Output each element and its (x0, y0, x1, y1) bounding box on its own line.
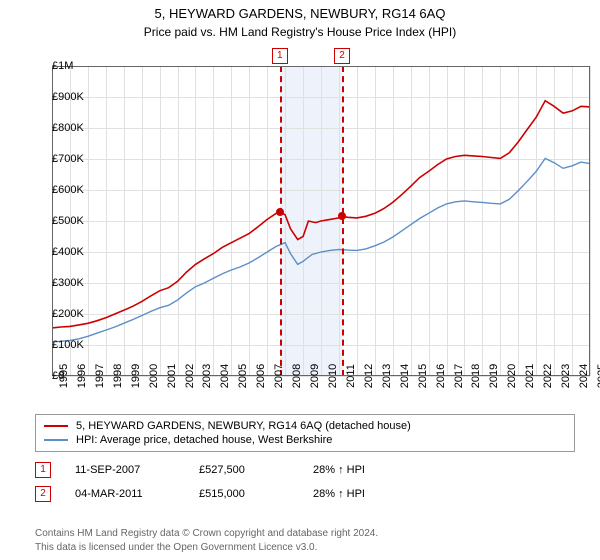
x-tick-label: 2013 (375, 364, 393, 388)
sale-marker-badge: 2 (334, 48, 350, 64)
x-tick-label: 1995 (52, 364, 70, 388)
legend-swatch (44, 439, 68, 441)
x-tick-label: 2010 (321, 364, 339, 388)
x-tick-label: 2005 (231, 364, 249, 388)
x-tick-label: 2020 (500, 364, 518, 388)
x-tick-label: 1999 (124, 364, 142, 388)
legend-label: HPI: Average price, detached house, West… (76, 434, 332, 446)
x-tick-label: 2001 (160, 364, 178, 388)
y-tick-label: £400K (52, 246, 56, 258)
y-tick-label: £200K (52, 308, 56, 320)
x-tick-label: 2012 (357, 364, 375, 388)
sale-row-badge: 2 (35, 486, 51, 502)
x-tick-label: 2019 (482, 364, 500, 388)
plot-area: 12 (52, 66, 590, 376)
chart-title: 5, HEYWARD GARDENS, NEWBURY, RG14 6AQ (0, 0, 600, 21)
sale-marker-dot (338, 212, 346, 220)
footer-line-2: This data is licensed under the Open Gov… (35, 541, 575, 555)
x-tick-label: 2021 (518, 364, 536, 388)
y-tick-label: £800K (52, 122, 56, 134)
sale-row: 2 04-MAR-2011 £515,000 28% ↑ HPI (35, 482, 575, 506)
x-tick-label: 2014 (393, 364, 411, 388)
legend-item: 5, HEYWARD GARDENS, NEWBURY, RG14 6AQ (d… (44, 419, 566, 433)
sale-row-price: £515,000 (199, 488, 289, 500)
x-tick-label: 2018 (464, 364, 482, 388)
x-tick-label: 1998 (106, 364, 124, 388)
sale-marker-line (342, 66, 344, 376)
sale-marker-line (280, 66, 282, 376)
series-lines (52, 66, 590, 376)
y-tick-label: £700K (52, 153, 56, 165)
legend-item: HPI: Average price, detached house, West… (44, 433, 566, 447)
sale-row-badge: 1 (35, 462, 51, 478)
sale-row-diff: 28% ↑ HPI (313, 464, 403, 476)
x-tick-label: 2023 (554, 364, 572, 388)
footer: Contains HM Land Registry data © Crown c… (35, 527, 575, 554)
y-tick-label: £500K (52, 215, 56, 227)
x-tick-label: 2025 (590, 364, 600, 388)
x-tick-label: 2007 (267, 364, 285, 388)
x-tick-label: 2022 (536, 364, 554, 388)
legend: 5, HEYWARD GARDENS, NEWBURY, RG14 6AQ (d… (35, 414, 575, 452)
x-tick-label: 2003 (195, 364, 213, 388)
y-tick-label: £100K (52, 339, 56, 351)
x-tick-label: 2015 (411, 364, 429, 388)
chart-root: { "title": "5, HEYWARD GARDENS, NEWBURY,… (0, 0, 600, 560)
series-line (52, 101, 590, 328)
legend-swatch (44, 425, 68, 427)
sale-row-date: 11-SEP-2007 (75, 464, 175, 476)
x-tick-label: 2006 (249, 364, 267, 388)
chart-subtitle: Price paid vs. HM Land Registry's House … (0, 21, 600, 43)
x-tick-label: 2011 (339, 364, 357, 388)
x-tick-label: 2016 (429, 364, 447, 388)
x-tick-label: 2024 (572, 364, 590, 388)
x-tick-label: 2009 (303, 364, 321, 388)
x-tick-label: 2017 (447, 364, 465, 388)
x-tick-label: 1996 (70, 364, 88, 388)
x-tick-label: 2004 (213, 364, 231, 388)
y-tick-label: £1M (52, 60, 56, 72)
x-tick-label: 1997 (88, 364, 106, 388)
series-line (52, 158, 590, 342)
sale-rows: 1 11-SEP-2007 £527,500 28% ↑ HPI 2 04-MAR-201… (35, 458, 575, 506)
sale-marker-dot (276, 208, 284, 216)
gridline-v (590, 66, 591, 376)
y-tick-label: £900K (52, 91, 56, 103)
sale-row-price: £527,500 (199, 464, 289, 476)
y-tick-label: £600K (52, 184, 56, 196)
sale-row: 1 11-SEP-2007 £527,500 28% ↑ HPI (35, 458, 575, 482)
x-tick-label: 2000 (142, 364, 160, 388)
sale-marker-badge: 1 (272, 48, 288, 64)
x-tick-label: 2008 (285, 364, 303, 388)
x-tick-label: 2002 (178, 364, 196, 388)
legend-label: 5, HEYWARD GARDENS, NEWBURY, RG14 6AQ (d… (76, 420, 411, 432)
footer-line-1: Contains HM Land Registry data © Crown c… (35, 527, 575, 541)
sale-row-date: 04-MAR-2011 (75, 488, 175, 500)
y-tick-label: £300K (52, 277, 56, 289)
sale-row-diff: 28% ↑ HPI (313, 488, 403, 500)
plot-wrap: 12 £0£100K£200K£300K£400K£500K£600K£700K… (0, 46, 600, 408)
